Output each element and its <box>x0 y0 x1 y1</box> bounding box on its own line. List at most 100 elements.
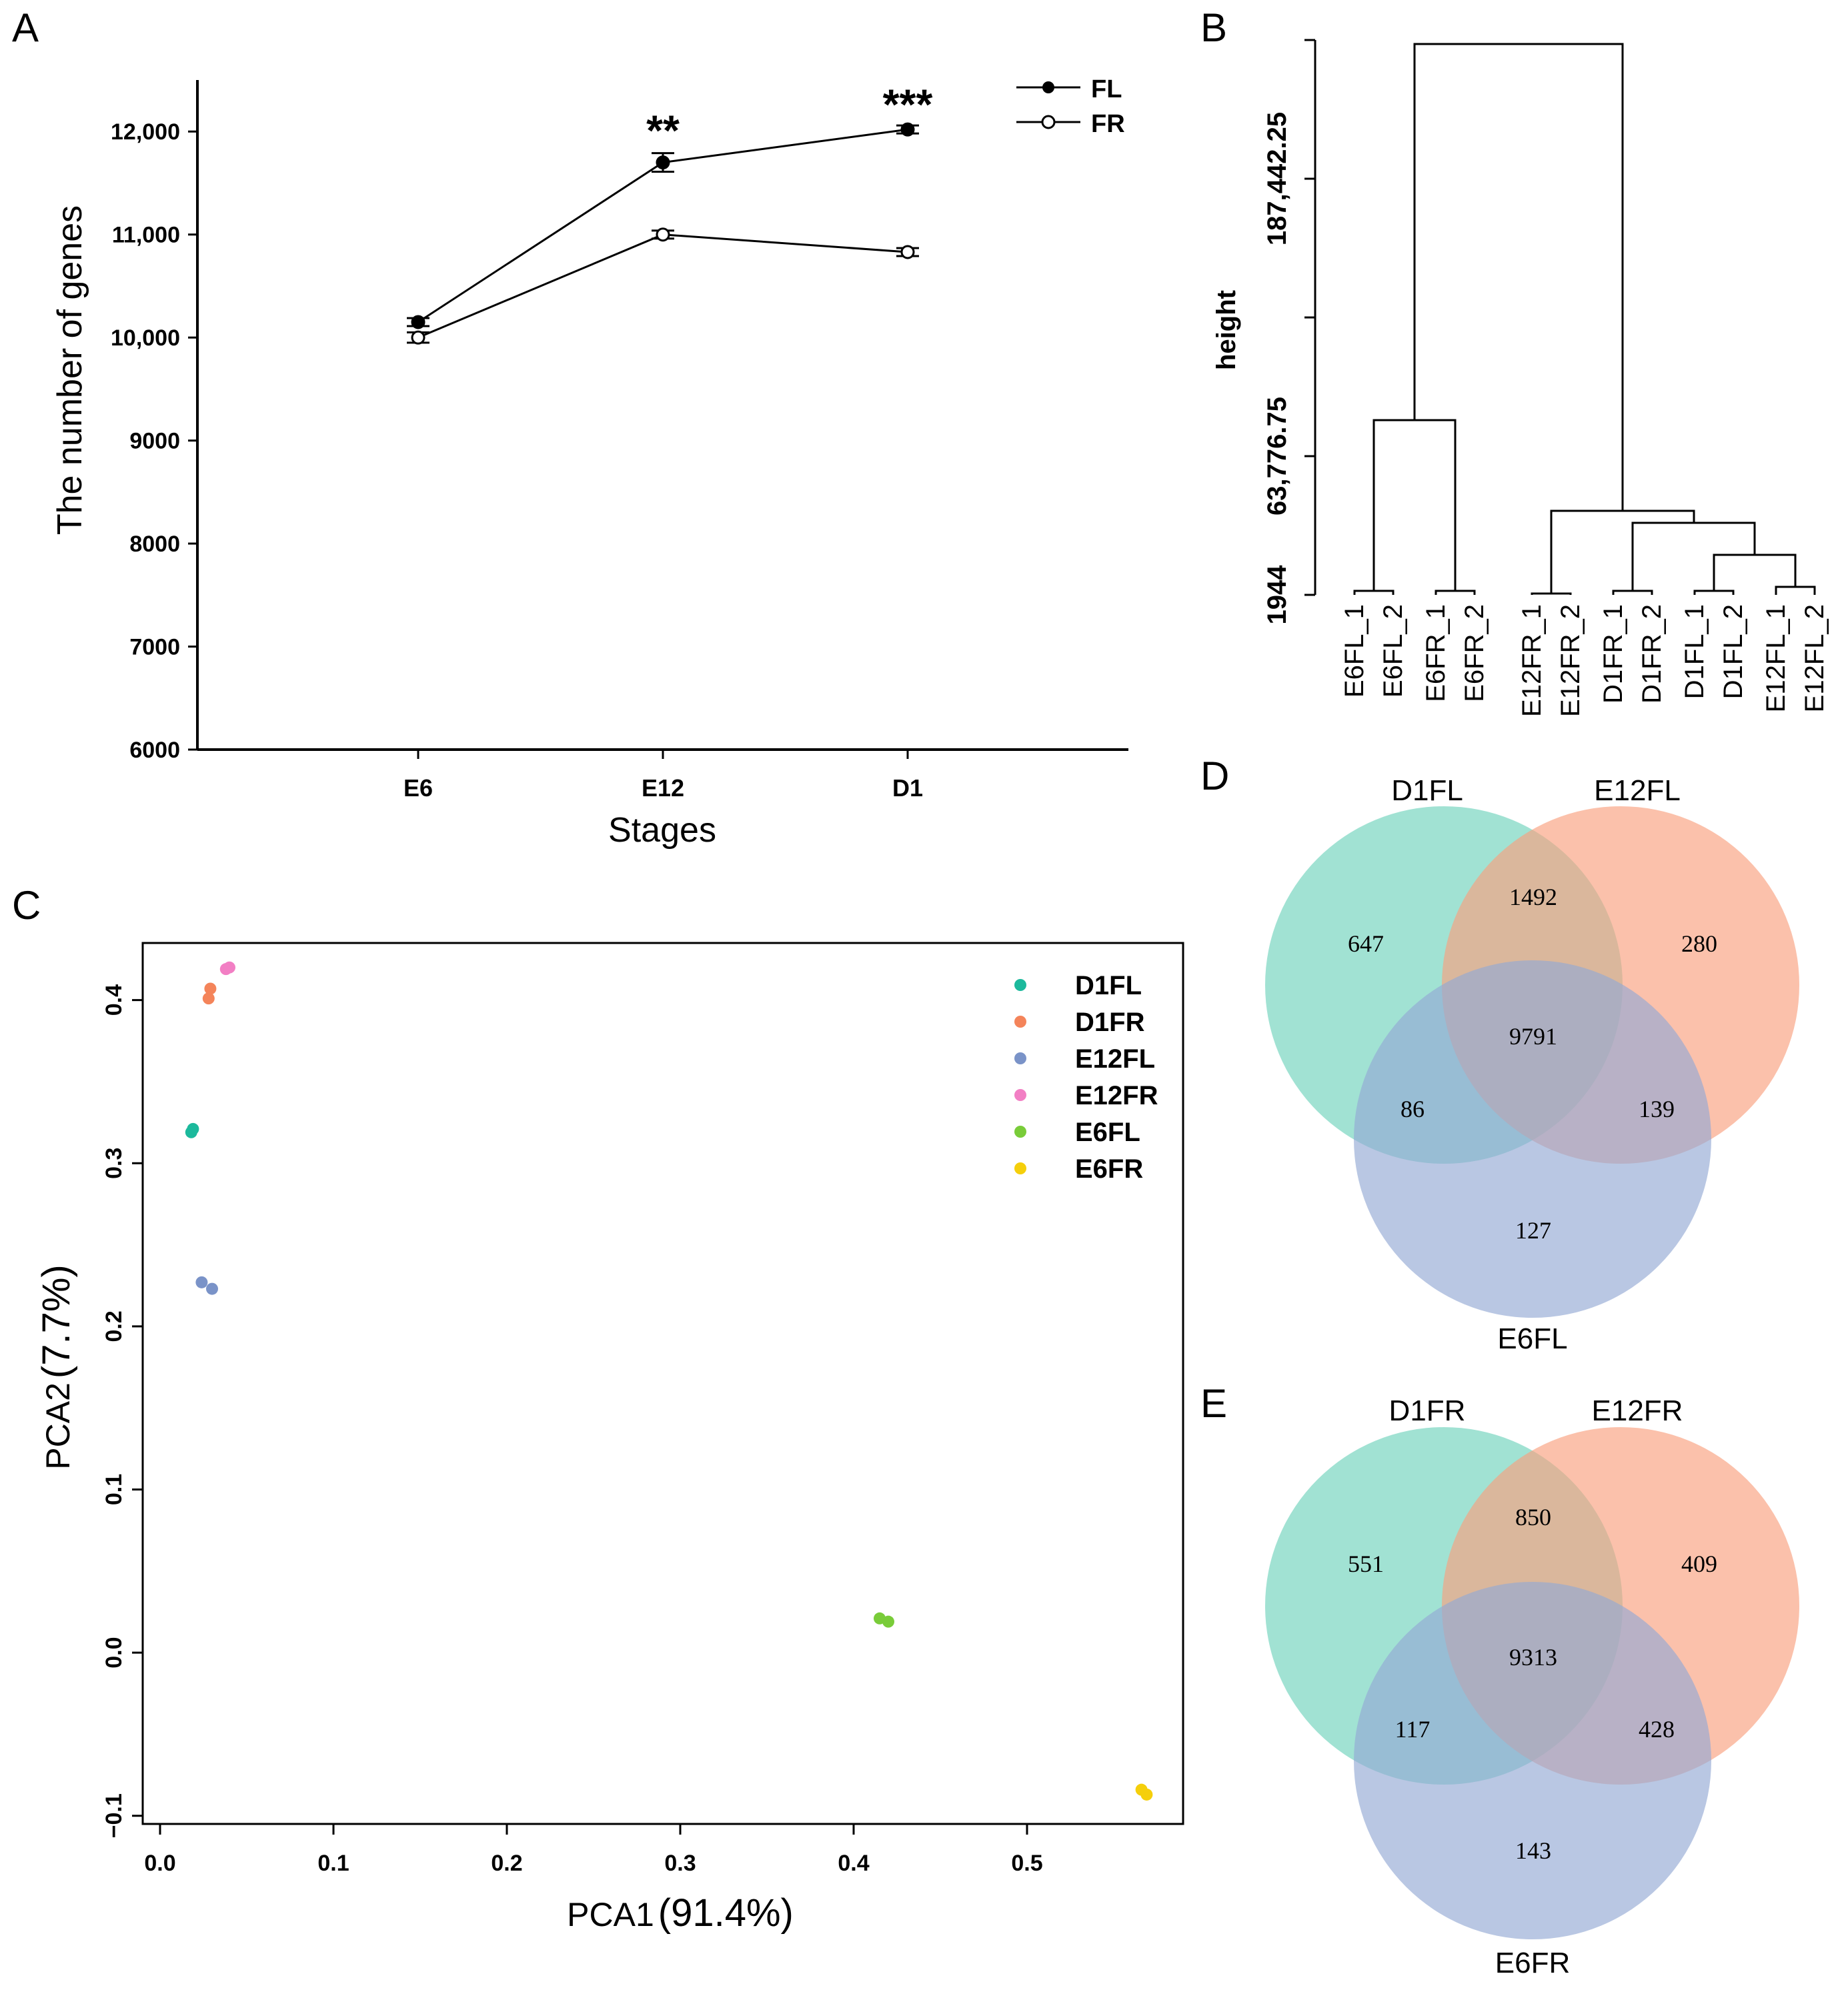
a-x-tick-label: D1 <box>892 774 923 802</box>
c-legend-label: D1FL <box>1075 971 1142 1000</box>
c-x-tick-label: 0.1 <box>317 1851 349 1876</box>
d-count-bc: 139 <box>1639 1096 1675 1122</box>
b-leaf-label: D1FR_1 <box>1599 604 1628 704</box>
c-point-d1fr <box>204 982 217 995</box>
d-set-label-b: E12FL <box>1594 774 1681 807</box>
a-legend-fr-label: FR <box>1091 110 1125 138</box>
a-legend-fl-label: FL <box>1091 75 1122 103</box>
a-y-tick-label: 6000 <box>129 738 180 763</box>
d-set-label-a: D1FL <box>1391 774 1463 807</box>
e-set-label-b: E12FR <box>1592 1394 1683 1427</box>
b-y-axis-title: height <box>1212 290 1241 370</box>
a-point-fr <box>411 330 425 345</box>
e-venn-circle-c <box>1354 1582 1711 1939</box>
c-legend-marker <box>1014 979 1026 991</box>
b-leaf-label: E12FL_1 <box>1761 604 1791 712</box>
d-count-only-c: 127 <box>1515 1217 1551 1244</box>
a-legend-fl-marker <box>1042 81 1054 93</box>
a-significance-mark: *** <box>883 80 933 128</box>
c-y-tick-label: 0.2 <box>101 1310 127 1342</box>
a-y-tick-label: 11,000 <box>112 223 180 248</box>
b-leaf-label: D1FL_1 <box>1680 604 1709 699</box>
c-legend: D1FL D1FR E12FL E12FR E6FL E6FR <box>1014 971 1158 1184</box>
a-legend-fr-marker <box>1041 115 1056 129</box>
venn-panel-e: D1FR E12FR E6FR 551 850 409 9313 117 428… <box>1265 1394 1799 1979</box>
c-point-d1fl <box>187 1122 199 1135</box>
b-y-tick-label: 1944 <box>1262 565 1292 625</box>
d-venn-circle-c <box>1354 960 1711 1318</box>
c-x-axis-title: PCA1 (91.4%) <box>567 1891 794 1935</box>
b-leaf-label: E6FR_2 <box>1460 604 1489 702</box>
c-y-tick-label: 0.3 <box>101 1148 127 1179</box>
a-x-tick-label: E12 <box>642 774 684 802</box>
b-leaf-label: E12FR_2 <box>1556 604 1585 717</box>
d-count-only-a: 647 <box>1348 930 1384 957</box>
c-point-e12fl <box>195 1276 208 1288</box>
a-x-axis-title: Stages <box>608 811 716 850</box>
a-y-tick-label: 12,000 <box>111 119 180 145</box>
b-dendrogram-tree <box>1353 43 1816 595</box>
d-count-only-b: 280 <box>1681 930 1717 957</box>
c-legend-label: E6FL <box>1075 1118 1140 1147</box>
panel-label-b: B <box>1200 5 1227 50</box>
a-point-fl <box>900 122 915 137</box>
c-legend-marker <box>1014 1052 1026 1064</box>
c-y-axis-title: PCA2(7.7%) <box>35 1264 78 1469</box>
a-y-tick-label: 9000 <box>129 429 180 454</box>
e-set-label-a: D1FR <box>1389 1394 1466 1427</box>
a-point-fl <box>656 155 670 170</box>
c-x-tick-label: 0.2 <box>491 1851 522 1876</box>
d-set-label-c: E6FL <box>1497 1322 1567 1355</box>
d-count-ac: 86 <box>1401 1096 1425 1122</box>
b-leaf-label: D1FR_2 <box>1637 604 1667 704</box>
a-point-fr <box>900 245 915 259</box>
e-count-ac: 117 <box>1395 1716 1431 1743</box>
e-count-ab: 850 <box>1515 1504 1551 1531</box>
b-y-tick-label: 63,776.75 <box>1262 397 1292 516</box>
panel-label-d: D <box>1200 754 1229 798</box>
c-legend-label: E6FR <box>1075 1154 1143 1184</box>
c-y-tick-label: 0.1 <box>101 1474 127 1505</box>
a-y-tick-label: 10,000 <box>111 325 180 351</box>
c-plot-frame <box>141 942 1184 1825</box>
line-chart-panel-a: 6000 7000 8000 9000 10,000 11,000 12,000 E6 E12… <box>51 75 1128 850</box>
b-leaf-label: E6FR_1 <box>1421 604 1451 702</box>
c-point-e6fr <box>1140 1788 1153 1801</box>
c-point-e12fr <box>223 961 235 974</box>
d-count-ab: 1492 <box>1509 884 1557 910</box>
panel-label-c: C <box>12 883 41 928</box>
c-y-tick-label: −0.1 <box>101 1793 127 1838</box>
c-legend-label: E12FL <box>1075 1044 1155 1074</box>
a-point-fr <box>656 227 670 242</box>
e-set-label-c: E6FR <box>1495 1947 1570 1979</box>
c-legend-label: D1FR <box>1075 1008 1145 1037</box>
c-legend-marker <box>1014 1126 1026 1138</box>
e-count-only-b: 409 <box>1681 1551 1717 1577</box>
b-leaf-label: E6FL_2 <box>1378 604 1408 698</box>
c-y-tick-label: 0.0 <box>101 1637 127 1669</box>
dendrogram-panel-b: 1944 63,776.75 187,442.25 height E6FL_1 E… <box>1212 39 1829 717</box>
b-leaf-label: D1FL_2 <box>1719 604 1748 699</box>
e-count-abc: 9313 <box>1509 1644 1557 1671</box>
panel-label-a: A <box>12 5 39 50</box>
e-count-only-a: 551 <box>1348 1551 1384 1577</box>
b-y-tick-label: 187,442.25 <box>1262 112 1292 245</box>
a-y-axis-title: The number of genes <box>51 205 89 535</box>
c-legend-marker <box>1014 1016 1026 1028</box>
c-x-tick-label: 0.4 <box>838 1851 869 1876</box>
c-y-tick-label: 0.4 <box>101 984 127 1016</box>
c-legend-marker <box>1014 1162 1026 1174</box>
d-count-abc: 9791 <box>1509 1023 1557 1050</box>
b-leaf-label: E12FL_2 <box>1800 604 1829 712</box>
e-count-only-c: 143 <box>1515 1837 1551 1864</box>
b-leaf-label: E6FL_1 <box>1340 604 1369 698</box>
venn-panel-d: D1FL E12FL E6FL 647 1492 280 9791 86 139… <box>1265 774 1799 1355</box>
c-point-e12fl <box>206 1282 218 1295</box>
panel-label-e: E <box>1200 1381 1227 1426</box>
a-legend: FL FR <box>1016 75 1125 138</box>
c-legend-label: E12FR <box>1075 1081 1158 1110</box>
c-x-tick-label: 0.5 <box>1011 1851 1042 1876</box>
c-point-e6fl <box>882 1615 894 1628</box>
c-legend-marker <box>1014 1089 1026 1101</box>
e-count-bc: 428 <box>1639 1716 1675 1743</box>
